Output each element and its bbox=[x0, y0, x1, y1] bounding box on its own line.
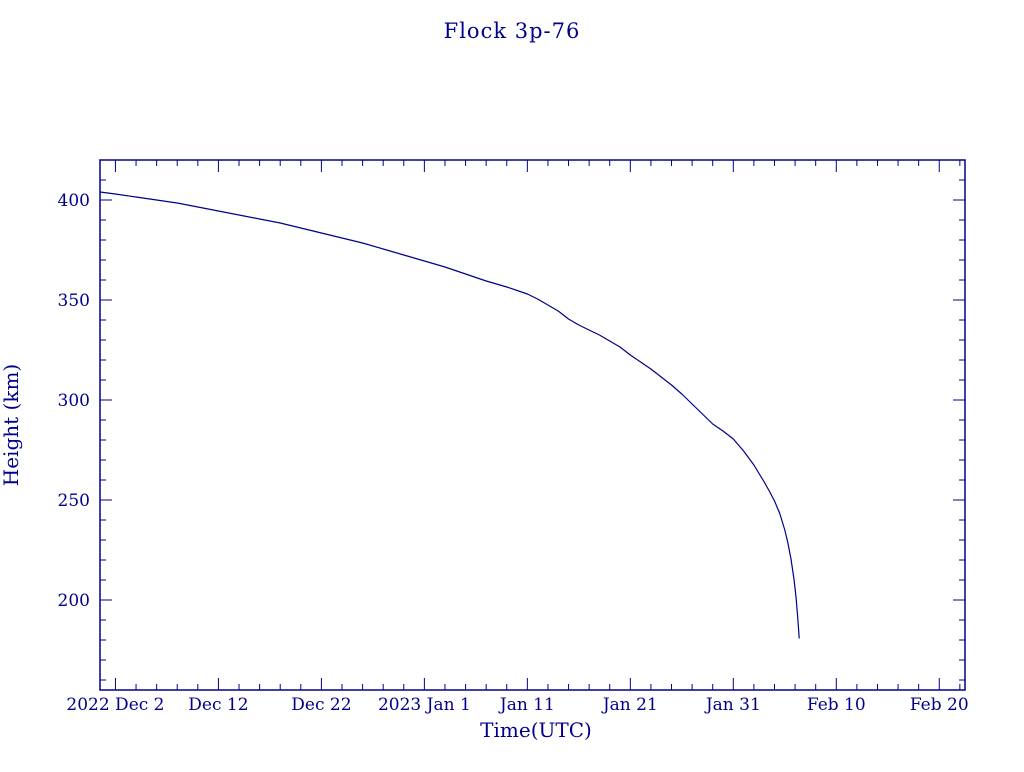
x-tick-label: 2022 Dec 2 bbox=[66, 695, 164, 715]
y-tick-label: 350 bbox=[58, 291, 90, 311]
y-axis-label: Height (km) bbox=[0, 364, 23, 486]
x-axis-label: Time(UTC) bbox=[480, 718, 592, 742]
x-tick-label: Jan 21 bbox=[601, 695, 658, 715]
tick-labels: 2022 Dec 2 Dec 12 Dec 22 2023 Jan 1 Jan 11 Ja… bbox=[58, 191, 969, 715]
chart-title: Flock 3p-76 bbox=[444, 19, 581, 43]
plot-frame-and-ticks bbox=[99, 159, 966, 691]
x-tick-label: Feb 20 bbox=[910, 695, 969, 715]
x-tick-label: Feb 10 bbox=[807, 695, 866, 715]
decay-curve bbox=[99, 191, 800, 639]
y-tick-label: 300 bbox=[58, 391, 90, 411]
x-tick-label: Dec 12 bbox=[188, 695, 248, 715]
y-tick-label: 400 bbox=[58, 191, 90, 211]
x-tick-label: Dec 22 bbox=[291, 695, 351, 715]
y-tick-label: 200 bbox=[58, 591, 90, 611]
x-tick-label: Jan 11 bbox=[498, 695, 555, 715]
x-tick-label: 2023 Jan 1 bbox=[378, 695, 471, 715]
x-tick-label: Jan 31 bbox=[704, 695, 761, 715]
y-tick-label: 250 bbox=[58, 491, 90, 511]
